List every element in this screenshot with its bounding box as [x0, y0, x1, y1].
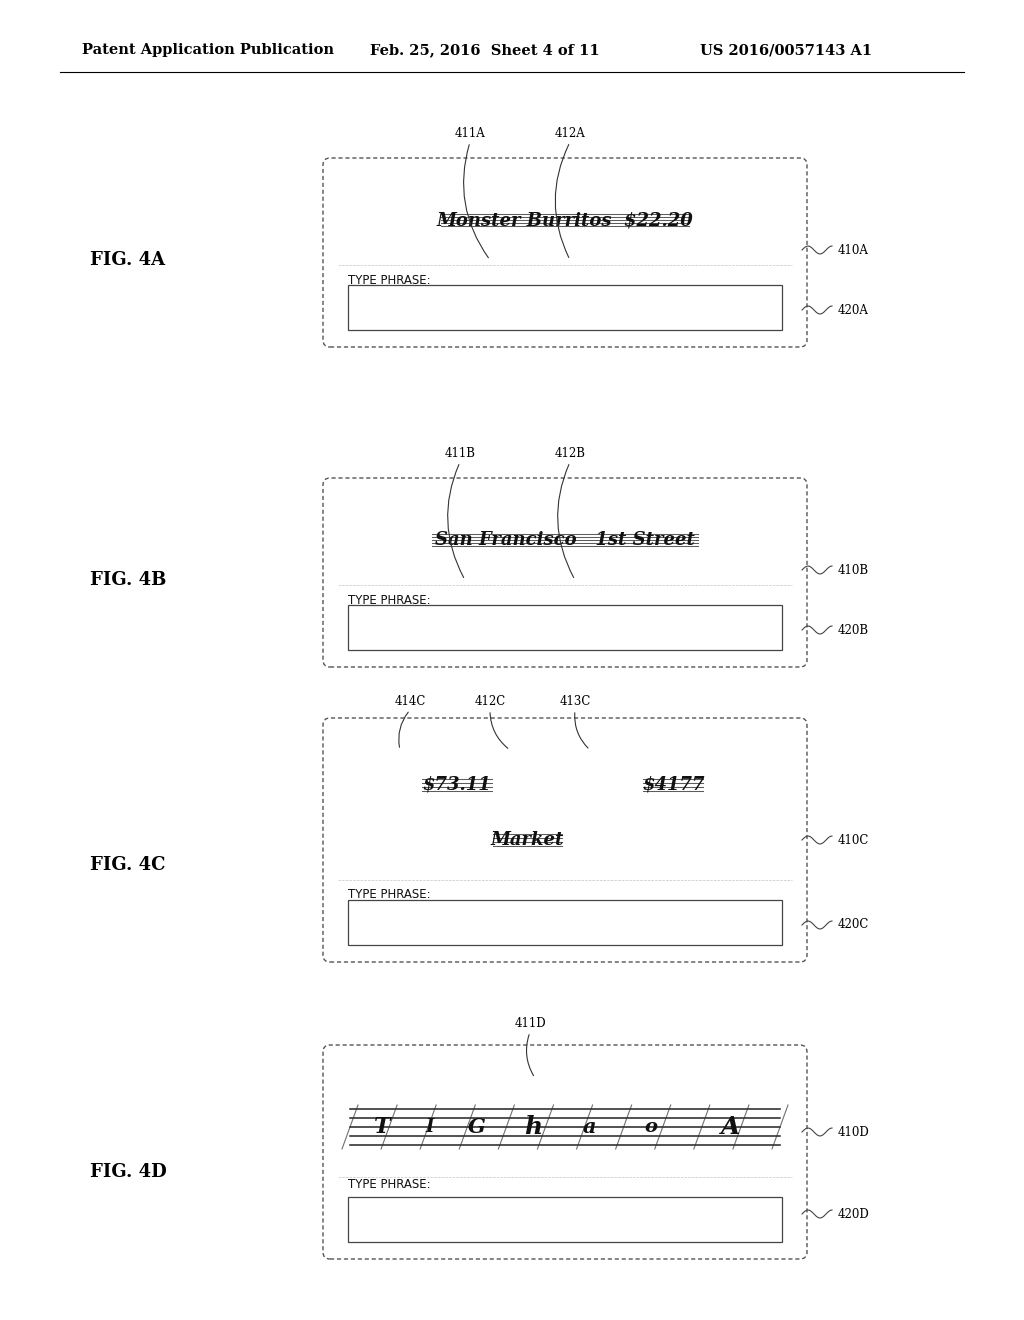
Text: 411D: 411D	[514, 1016, 546, 1030]
FancyBboxPatch shape	[323, 478, 807, 667]
Text: o: o	[644, 1118, 657, 1137]
Text: 413C: 413C	[559, 696, 591, 708]
Text: A: A	[721, 1115, 740, 1139]
Text: I: I	[425, 1118, 434, 1137]
Text: 420B: 420B	[838, 623, 869, 636]
Text: a: a	[583, 1117, 596, 1137]
Text: h: h	[524, 1115, 542, 1139]
Text: Market: Market	[490, 832, 564, 849]
Text: TYPE PHRASE:: TYPE PHRASE:	[348, 273, 431, 286]
FancyBboxPatch shape	[323, 158, 807, 347]
Text: 412B: 412B	[555, 447, 586, 459]
Text: $73.11: $73.11	[423, 776, 492, 795]
FancyBboxPatch shape	[323, 718, 807, 962]
Text: 412A: 412A	[555, 127, 586, 140]
Bar	[348, 285, 782, 330]
Text: 412C: 412C	[474, 696, 506, 708]
Text: TYPE PHRASE:: TYPE PHRASE:	[348, 1177, 431, 1191]
Text: TYPE PHRASE:: TYPE PHRASE:	[348, 594, 431, 606]
Text: FIG. 4D: FIG. 4D	[90, 1163, 167, 1181]
Text: TYPE PHRASE:: TYPE PHRASE:	[348, 888, 431, 902]
Text: 411A: 411A	[455, 127, 485, 140]
Text: 410B: 410B	[838, 564, 869, 577]
Text: FIG. 4B: FIG. 4B	[90, 572, 166, 589]
Text: 410C: 410C	[838, 833, 869, 846]
Text: 414C: 414C	[394, 696, 426, 708]
Text: US 2016/0057143 A1: US 2016/0057143 A1	[700, 44, 872, 57]
Bar	[348, 605, 782, 649]
Text: 420C: 420C	[838, 919, 869, 932]
Text: Monster Burritos  $22.20: Monster Burritos $22.20	[436, 211, 693, 228]
Text: Patent Application Publication: Patent Application Publication	[82, 44, 334, 57]
Text: T: T	[375, 1115, 391, 1138]
Text: Feb. 25, 2016  Sheet 4 of 11: Feb. 25, 2016 Sheet 4 of 11	[370, 44, 600, 57]
FancyBboxPatch shape	[323, 1045, 807, 1259]
Text: 410D: 410D	[838, 1126, 869, 1138]
Text: 410A: 410A	[838, 243, 869, 256]
Bar	[348, 900, 782, 945]
Text: 411B: 411B	[444, 447, 475, 459]
Text: 420D: 420D	[838, 1208, 869, 1221]
Text: 420A: 420A	[838, 304, 869, 317]
Bar	[348, 1197, 782, 1242]
Text: $4177: $4177	[642, 776, 705, 795]
Text: FIG. 4C: FIG. 4C	[90, 855, 166, 874]
Text: San Francisco   1st Street: San Francisco 1st Street	[435, 531, 695, 549]
Text: FIG. 4A: FIG. 4A	[90, 251, 165, 269]
Text: G: G	[468, 1117, 485, 1137]
